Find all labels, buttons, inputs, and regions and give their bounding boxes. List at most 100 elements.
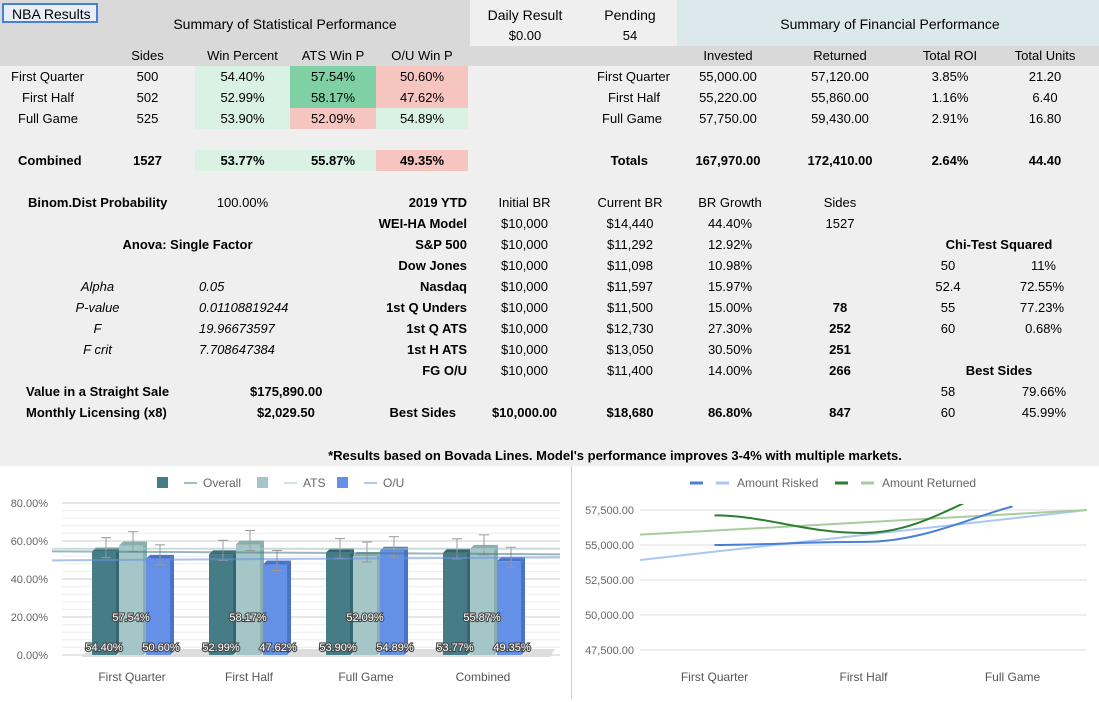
valuation-value: $2,029.50 <box>257 405 315 420</box>
header-win-percent: Win Percent <box>207 48 278 63</box>
x-tick-label: First Quarter <box>681 670 748 684</box>
ytd-row-growth: 15.97% <box>707 279 753 294</box>
fin-row-roi: 3.85% <box>931 69 969 84</box>
ytd-row-growth: 10.98% <box>707 258 753 273</box>
header-ou-win: O/U Win P <box>391 48 453 63</box>
ytd-row-current: $14,440 <box>606 216 654 231</box>
daily-result-label: Daily Result <box>487 7 563 23</box>
bar-side <box>521 557 525 655</box>
fin-row-units: 21.20 <box>1028 69 1062 84</box>
fin-row-invested: 55,000.00 <box>699 69 757 84</box>
ytd-best-label: Best Sides <box>389 405 456 420</box>
ytd-row-label: 1st H ATS <box>407 342 467 357</box>
stat-row-ou: 54.89% <box>376 108 468 129</box>
anova-row-label: F crit <box>83 342 112 357</box>
ytd-row-label: 1st Q Unders <box>386 300 467 315</box>
ytd-row-current: $13,050 <box>606 342 654 357</box>
ytd-row-sides: 252 <box>829 321 851 336</box>
y-tick-label: 47,500.00 <box>585 645 634 657</box>
chi-row-a: 50 <box>940 258 956 273</box>
ytd-row-initial: $10,000 <box>501 300 548 315</box>
y-tick-label: 57,500.00 <box>585 505 634 517</box>
win-percent-chart-svg: 0.00% 20.00% 40.00% 60.00% 80.00% Overall ATS O… <box>11 476 561 684</box>
win-percent-chart: 0.00% 20.00% 40.00% 60.00% 80.00% Overall ATS O… <box>0 466 572 699</box>
data-label: 54.40% <box>85 642 123 654</box>
trendline <box>51 550 561 556</box>
ytd-row-sides: 1527 <box>825 216 855 231</box>
ytd-best-initial: $10,000.00 <box>491 405 558 420</box>
anova-row-value: 0.01108819244 <box>199 300 289 315</box>
legend-swatch <box>337 477 348 488</box>
ytd-header: BR Growth <box>698 195 762 210</box>
best-sides-row-b: 45.99% <box>1021 405 1066 420</box>
fin-row-returned: 57,120.00 <box>811 69 869 84</box>
data-label: 52.09% <box>346 612 384 624</box>
stat-row-win: 53.90% <box>195 108 290 129</box>
stat-row-ats: 58.17% <box>290 87 376 108</box>
ytd-row-current: $12,730 <box>606 321 654 336</box>
ytd-best-current: $18,680 <box>606 405 654 420</box>
results-note: *Results based on Bovada Lines. Model's … <box>328 448 902 463</box>
x-tick-label: Full Game <box>985 670 1041 684</box>
chi-row-b: 77.23% <box>1019 300 1064 315</box>
ytd-row-sides: 78 <box>832 300 848 315</box>
x-tick-label: First Half <box>225 670 274 684</box>
chi-row-a: 55 <box>940 300 956 315</box>
bar <box>497 561 521 655</box>
stat-row-sides: 502 <box>136 90 159 105</box>
ytd-header: Initial BR <box>498 195 551 210</box>
fin-row-label: First Half <box>608 90 660 105</box>
stat-row-label: First Half <box>22 90 74 105</box>
bar <box>380 550 404 655</box>
x-tick-label: Full Game <box>338 670 394 684</box>
daily-pending-band <box>470 0 677 46</box>
ytd-row-sides: 251 <box>829 342 851 357</box>
fin-row-roi: 2.91% <box>931 111 969 126</box>
header-returned: Returned <box>813 48 867 63</box>
ytd-header: 2019 YTD <box>408 195 467 210</box>
ytd-row-growth: 14.00% <box>707 363 753 378</box>
ytd-row-initial: $10,000 <box>501 321 548 336</box>
fin-row-units: 16.80 <box>1028 111 1062 126</box>
binom-label: Binom.Dist Probability <box>28 195 168 210</box>
ytd-row-initial: $10,000 <box>501 216 548 231</box>
ytd-row-sides <box>800 255 880 276</box>
ytd-row-current: $11,500 <box>606 300 654 315</box>
legend-label: Amount Returned <box>882 476 976 490</box>
ytd-row-initial: $10,000 <box>501 342 548 357</box>
best-sides-row-a: 58 <box>940 384 956 399</box>
y-tick-label: 50,000.00 <box>585 610 634 622</box>
chi-row-b: 11% <box>1030 258 1056 273</box>
ytd-best-sides: 847 <box>829 405 851 420</box>
valuation-label: Monthly Licensing (x8) <box>26 405 167 420</box>
anova-row-label: F <box>93 321 102 336</box>
bar-side <box>170 554 174 655</box>
ytd-header: Current BR <box>597 195 663 210</box>
nba-results-tab[interactable]: NBA Results <box>2 3 98 23</box>
header-total-roi: Total ROI <box>922 48 978 63</box>
anova-row-value: 0.05 <box>199 279 225 294</box>
stat-row-ats: 57.54% <box>290 66 376 87</box>
x-tick-label: Combined <box>456 670 511 684</box>
spreadsheet-area: NBA Results Summary of Statistical Perfo… <box>0 0 1099 446</box>
header-sides: Sides <box>131 48 164 63</box>
fin-row-returned: 59,430.00 <box>811 111 869 126</box>
anova-row-value: 19.96673597 <box>199 321 275 336</box>
ytd-row-growth: 44.40% <box>707 216 753 231</box>
bar <box>353 556 377 655</box>
pending-value: 54 <box>622 28 638 43</box>
x-tick-label: First Half <box>840 670 889 684</box>
anova-row-value: 7.708647384 <box>199 342 275 357</box>
y-tick-label: 40.00% <box>11 574 49 586</box>
combined-ou: 49.35% <box>376 150 468 171</box>
stat-row-sides: 525 <box>136 111 159 126</box>
data-label: 50.60% <box>142 642 180 654</box>
data-label: 49.35% <box>493 642 531 654</box>
series-line <box>714 505 1013 546</box>
legend-label: Amount Risked <box>737 476 818 490</box>
binom-value: 100.00% <box>216 195 269 210</box>
chi-title: Chi-Test Squared <box>945 237 1053 252</box>
fin-row-invested: 55,220.00 <box>699 90 757 105</box>
ytd-row-label: S&P 500 <box>415 237 467 252</box>
amount-chart-svg: 47,500.00 50,000.00 52,500.00 55,000.00 57,5… <box>585 476 1088 684</box>
